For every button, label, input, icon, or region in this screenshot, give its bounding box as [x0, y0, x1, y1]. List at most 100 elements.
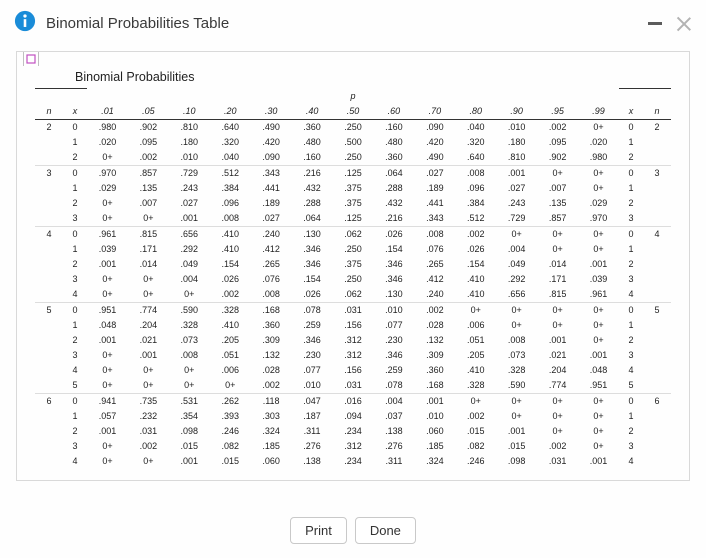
- cell-p-2: .810: [169, 119, 210, 135]
- col-p-5: .40: [292, 104, 333, 120]
- cell-p-0: 0+: [87, 378, 128, 394]
- cell-n: [35, 378, 63, 394]
- cell-p-5: .346: [292, 257, 333, 272]
- cell-p-3: .410: [210, 242, 251, 257]
- cell-n-right: [643, 150, 671, 166]
- cell-x-right: 1: [619, 242, 643, 257]
- cell-p-5: .130: [292, 226, 333, 242]
- cell-p-7: .311: [373, 454, 414, 469]
- cell-p-5: .077: [292, 363, 333, 378]
- p-header: p: [87, 89, 619, 104]
- cell-p-0: 0+: [87, 439, 128, 454]
- cell-p-1: 0+: [128, 363, 169, 378]
- cell-p-4: .189: [251, 196, 292, 211]
- cell-p-3: .384: [210, 181, 251, 196]
- cell-p-5: .064: [292, 211, 333, 227]
- cell-p-1: .735: [128, 393, 169, 409]
- cell-p-7: .160: [373, 119, 414, 135]
- cell-p-3: .096: [210, 196, 251, 211]
- cell-p-7: .138: [373, 424, 414, 439]
- cell-x-right: 2: [619, 150, 643, 166]
- cell-p-12: .039: [578, 272, 619, 287]
- cell-x-right: 1: [619, 409, 643, 424]
- table-row: 2.001.014.049.154.265.346.375.346.265.15…: [35, 257, 671, 272]
- cell-p-8: .002: [414, 302, 455, 318]
- cell-p-0: .039: [87, 242, 128, 257]
- cell-x-right: 1: [619, 318, 643, 333]
- table-row: 30.970.857.729.512.343.216.125.064.027.0…: [35, 165, 671, 181]
- cell-p-8: .008: [414, 226, 455, 242]
- cell-p-4: .343: [251, 165, 292, 181]
- cell-p-8: .132: [414, 333, 455, 348]
- tab-notch-icon[interactable]: [23, 51, 39, 66]
- col-n: n: [35, 104, 63, 120]
- cell-p-12: .980: [578, 150, 619, 166]
- cell-p-10: .098: [496, 454, 537, 469]
- cell-p-8: .490: [414, 150, 455, 166]
- cell-p-3: .393: [210, 409, 251, 424]
- cell-p-8: .240: [414, 287, 455, 303]
- col-p-6: .50: [333, 104, 374, 120]
- cell-p-1: .171: [128, 242, 169, 257]
- cell-n-right: [643, 257, 671, 272]
- cell-p-6: .312: [333, 348, 374, 363]
- cell-p-11: 0+: [537, 393, 578, 409]
- cell-n: [35, 135, 63, 150]
- cell-p-9: .205: [455, 348, 496, 363]
- cell-x-right: 0: [619, 165, 643, 181]
- table-wrapper: Binomial Probabilities p nx.01.05.10.20.…: [17, 52, 689, 480]
- done-button[interactable]: Done: [355, 517, 416, 544]
- cell-p-12: .029: [578, 196, 619, 211]
- cell-p-12: 0+: [578, 119, 619, 135]
- cell-p-4: .185: [251, 439, 292, 454]
- cell-p-1: 0+: [128, 287, 169, 303]
- dialog-footer: Print Done: [0, 517, 706, 544]
- col-p-12: .99: [578, 104, 619, 120]
- close-icon[interactable]: [676, 16, 692, 32]
- cell-p-9: .040: [455, 119, 496, 135]
- cell-p-8: .028: [414, 318, 455, 333]
- cell-p-10: .001: [496, 424, 537, 439]
- cell-n-right: [643, 287, 671, 303]
- cell-p-4: .132: [251, 348, 292, 363]
- cell-x: 2: [63, 150, 87, 166]
- cell-p-2: .010: [169, 150, 210, 166]
- cell-p-10: .328: [496, 363, 537, 378]
- cell-n-right: [643, 135, 671, 150]
- cell-p-10: .001: [496, 165, 537, 181]
- cell-p-8: .076: [414, 242, 455, 257]
- cell-x-right: 2: [619, 257, 643, 272]
- cell-p-2: .008: [169, 348, 210, 363]
- cell-p-2: .590: [169, 302, 210, 318]
- cell-p-2: .015: [169, 439, 210, 454]
- cell-n-right: [643, 272, 671, 287]
- cell-x-right: 0: [619, 119, 643, 135]
- cell-p-0: .970: [87, 165, 128, 181]
- cell-p-8: .309: [414, 348, 455, 363]
- cell-p-10: .004: [496, 242, 537, 257]
- cell-p-6: .156: [333, 318, 374, 333]
- table-row: 50.951.774.590.328.168.078.031.010.0020+…: [35, 302, 671, 318]
- col-x: x: [63, 104, 87, 120]
- cell-p-0: 0+: [87, 272, 128, 287]
- table-row: 20+.002.010.040.090.160.250.360.490.640.…: [35, 150, 671, 166]
- cell-n: 5: [35, 302, 63, 318]
- cell-p-4: .060: [251, 454, 292, 469]
- cell-p-9: .082: [455, 439, 496, 454]
- minimize-icon[interactable]: [648, 22, 662, 25]
- cell-p-11: .774: [537, 378, 578, 394]
- cell-p-3: .154: [210, 257, 251, 272]
- cell-n-right: [643, 196, 671, 211]
- cell-p-5: .026: [292, 287, 333, 303]
- cell-p-0: .048: [87, 318, 128, 333]
- print-button[interactable]: Print: [290, 517, 347, 544]
- table-row: 1.020.095.180.320.420.480.500.480.420.32…: [35, 135, 671, 150]
- cell-p-1: .002: [128, 439, 169, 454]
- cell-p-0: .057: [87, 409, 128, 424]
- cell-n-right: [643, 333, 671, 348]
- cell-p-7: .230: [373, 333, 414, 348]
- cell-x: 4: [63, 454, 87, 469]
- cell-p-1: .001: [128, 348, 169, 363]
- cell-n-right: 2: [643, 119, 671, 135]
- table-row: 30+.002.015.082.185.276.312.276.185.082.…: [35, 439, 671, 454]
